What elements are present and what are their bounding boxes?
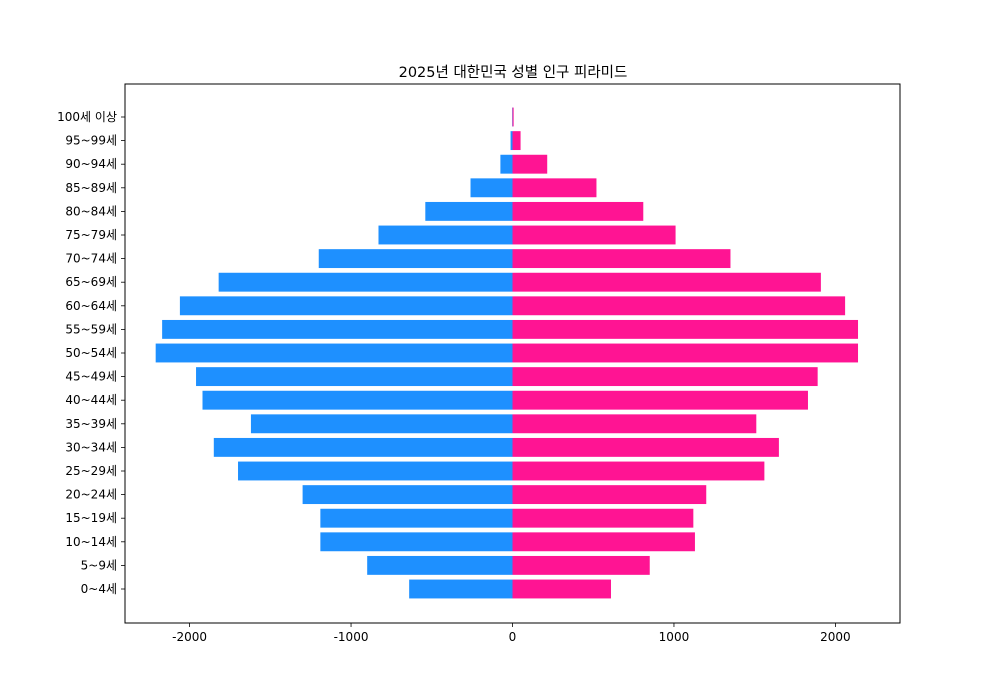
right-bar-3: [512, 508, 694, 528]
y-tick-label: 30~34세: [65, 440, 117, 454]
right-bar-15: [512, 225, 676, 245]
left-bar-6: [213, 437, 513, 457]
right-bar-2: [512, 532, 695, 552]
left-bar-9: [196, 367, 513, 387]
chart-title: 2025년 대한민국 성별 인구 피라미드: [399, 64, 628, 81]
y-tick-label: 85~89세: [65, 181, 117, 195]
left-bar-18: [500, 154, 513, 174]
y-tick-label: 10~14세: [65, 535, 117, 549]
y-tick-label: 100세 이상: [57, 110, 117, 124]
left-bar-10: [155, 343, 513, 363]
y-tick-label: 45~49세: [65, 370, 117, 384]
x-tick-label: -2000: [172, 630, 207, 644]
y-tick-label: 70~74세: [65, 252, 117, 266]
left-bar-7: [250, 414, 513, 434]
right-bar-18: [512, 154, 548, 174]
right-bar-12: [512, 296, 846, 316]
left-bar-0: [409, 579, 513, 599]
right-bar-10: [512, 343, 859, 363]
x-axis: -2000 -1000 0 1000 2000: [172, 623, 851, 644]
right-bar-20: [512, 107, 514, 127]
left-bar-15: [378, 225, 513, 245]
right-bar-9: [512, 367, 818, 387]
y-tick-label: 80~84세: [65, 204, 117, 218]
right-bar-8: [512, 390, 808, 410]
x-tick-label: 2000: [820, 630, 851, 644]
right-bar-6: [512, 437, 779, 457]
left-bar-19: [510, 131, 513, 151]
y-tick-label: 60~64세: [65, 299, 117, 313]
left-bar-17: [470, 178, 513, 198]
right-bar-4: [512, 485, 707, 505]
y-tick-label: 0~4세: [81, 582, 117, 596]
right-bar-14: [512, 249, 731, 269]
y-tick-label: 90~94세: [65, 157, 117, 171]
y-tick-label: 35~39세: [65, 417, 117, 431]
y-tick-label: 20~24세: [65, 488, 117, 502]
left-bar-5: [238, 461, 513, 481]
left-bar-16: [425, 201, 513, 221]
x-tick-label: 1000: [659, 630, 690, 644]
right-bar-19: [512, 131, 521, 151]
x-tick-label: -1000: [334, 630, 369, 644]
y-tick-label: 50~54세: [65, 346, 117, 360]
left-bar-14: [318, 249, 513, 269]
y-tick-label: 65~69세: [65, 275, 117, 289]
left-bar-4: [302, 485, 513, 505]
right-bar-17: [512, 178, 597, 198]
right-bar-7: [512, 414, 757, 434]
right-bar-11: [512, 319, 859, 339]
left-bar-3: [320, 508, 513, 528]
y-tick-label: 95~99세: [65, 134, 117, 148]
right-bar-1: [512, 555, 650, 575]
x-tick-label: 0: [509, 630, 517, 644]
y-tick-label: 15~19세: [65, 511, 117, 525]
y-tick-label: 55~59세: [65, 322, 117, 336]
y-tick-label: 5~9세: [81, 558, 117, 572]
left-bar-1: [367, 555, 513, 575]
y-tick-label: 25~29세: [65, 464, 117, 478]
right-bar-0: [512, 579, 611, 599]
left-bar-11: [162, 319, 513, 339]
bars-group: [155, 107, 859, 599]
y-tick-label: 75~79세: [65, 228, 117, 242]
left-bar-8: [202, 390, 513, 410]
left-bar-2: [320, 532, 513, 552]
right-bar-13: [512, 272, 821, 292]
y-axis: 0~4세 5~9세 10~14세 15~19세 20~24세 25~29세 30~34세 35…: [57, 110, 125, 596]
left-bar-12: [179, 296, 513, 316]
right-bar-5: [512, 461, 765, 481]
left-bar-13: [218, 272, 513, 292]
y-tick-label: 40~44세: [65, 393, 117, 407]
right-bar-16: [512, 201, 644, 221]
